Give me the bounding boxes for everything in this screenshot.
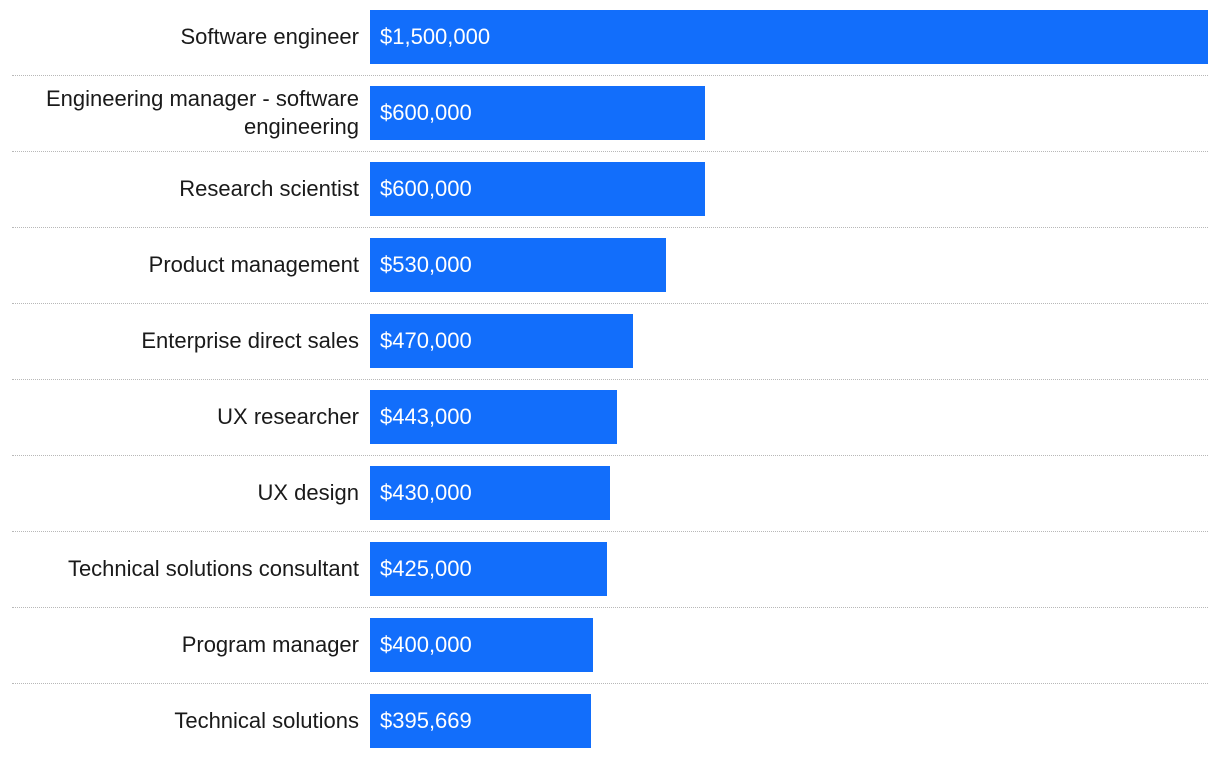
category-label: Program manager (181, 632, 359, 657)
bar (370, 542, 607, 596)
bar (370, 86, 705, 140)
row-divider (12, 303, 1208, 304)
category-label: Technical solutions consultant (67, 556, 359, 581)
bar (370, 390, 617, 444)
category-label: Technical solutions (174, 708, 359, 733)
category-label: Enterprise direct sales (141, 328, 359, 353)
bar-value-label: $400,000 (380, 632, 472, 657)
bar (370, 466, 610, 520)
category-label: Product management (148, 252, 359, 277)
category-label: UX researcher (217, 404, 359, 429)
bar-value-label: $600,000 (380, 100, 472, 125)
category-label: UX design (257, 480, 359, 505)
bar (370, 314, 633, 368)
bar-value-label: $600,000 (380, 176, 472, 201)
row-divider (12, 75, 1208, 76)
bar-value-label: $425,000 (380, 556, 472, 581)
bar-value-label: $1,500,000 (380, 24, 491, 49)
row-divider (12, 607, 1208, 608)
bar (370, 162, 705, 216)
row-divider (12, 227, 1208, 228)
row-divider (12, 683, 1208, 684)
bar (370, 10, 1208, 64)
bar (370, 238, 666, 292)
bar (370, 618, 593, 672)
bar-value-label: $430,000 (380, 480, 472, 505)
row-divider (12, 455, 1208, 456)
category-label: Software engineer (180, 24, 359, 49)
bar-value-label: $470,000 (380, 328, 472, 353)
category-label: Engineering manager - software engineeri… (45, 86, 359, 139)
bar (370, 694, 591, 748)
bar-value-label: $443,000 (380, 404, 472, 429)
row-divider (12, 379, 1208, 380)
bar-value-label: $530,000 (380, 252, 472, 277)
bar-value-label: $395,669 (380, 708, 472, 733)
row-divider (12, 531, 1208, 532)
row-divider (12, 151, 1208, 152)
category-label: Research scientist (179, 176, 359, 201)
